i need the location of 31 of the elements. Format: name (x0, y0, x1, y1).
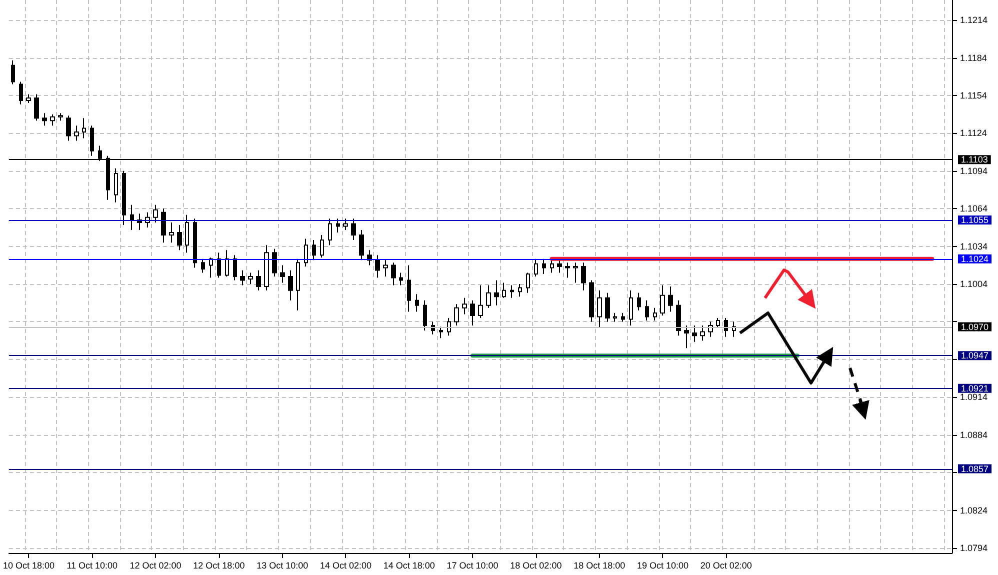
x-tick-label: 12 Oct 18:00 (193, 560, 245, 570)
y-tick-label: 1.0914 (960, 392, 988, 402)
x-tick-label: 18 Oct 02:00 (510, 560, 562, 570)
x-tick-label: 20 Oct 02:00 (700, 560, 752, 570)
ref-line-label: 1.0857 (961, 464, 989, 474)
y-tick-label: 1.0824 (960, 505, 988, 516)
ref-line-label: 1.1024 (961, 254, 989, 264)
y-tick-label: 1.0794 (960, 542, 988, 553)
x-tick-label: 12 Oct 02:00 (130, 560, 182, 570)
ref-line-label: 1.0970 (961, 322, 989, 332)
y-tick-label: 1.1064 (960, 204, 988, 214)
y-tick-label: 1.1214 (960, 15, 988, 26)
ref-line-label: 1.1055 (961, 214, 989, 225)
x-tick-label: 10 Oct 18:00 (2, 560, 55, 570)
y-tick-label: 1.1034 (960, 241, 988, 252)
y-tick-label: 1.1094 (960, 166, 988, 176)
x-tick-label: 14 Oct 02:00 (320, 560, 372, 570)
ref-line-label: 1.1103 (961, 154, 988, 165)
x-tick-label: 13 Oct 10:00 (256, 560, 308, 570)
x-tick-label: 19 Oct 10:00 (636, 560, 689, 570)
y-tick-label: 1.1004 (960, 279, 988, 290)
y-tick-label: 1.1124 (960, 128, 987, 138)
y-tick-label: 1.1154 (960, 90, 987, 101)
ref-line-label: 1.0947 (961, 350, 989, 361)
x-tick-label: 11 Oct 10:00 (66, 560, 118, 570)
y-tick-label: 1.0884 (960, 430, 988, 440)
x-tick-label: 18 Oct 18:00 (574, 560, 626, 570)
ref-line-label: 1.0921 (961, 383, 989, 394)
x-tick-label: 14 Oct 18:00 (383, 560, 435, 570)
x-tick-label: 17 Oct 10:00 (446, 560, 498, 570)
y-tick-label: 1.1184 (960, 52, 987, 63)
